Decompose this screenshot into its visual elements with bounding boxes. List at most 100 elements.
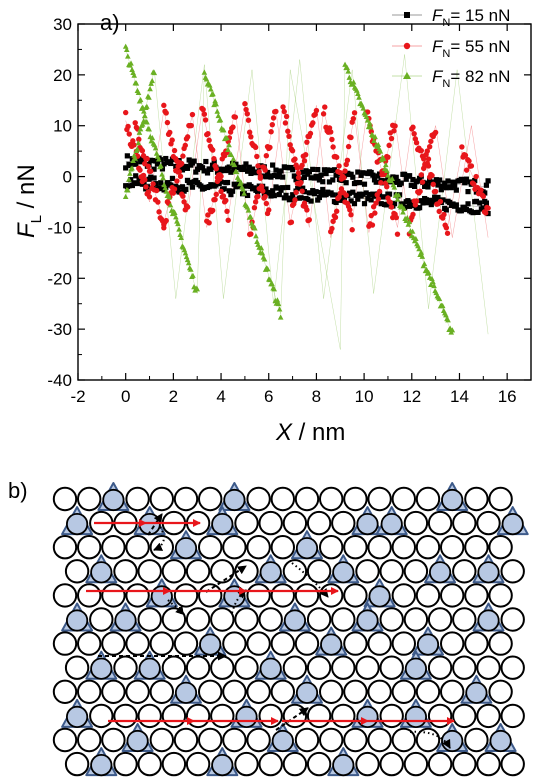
data-point xyxy=(256,185,262,192)
data-point xyxy=(350,174,356,180)
data-point xyxy=(355,169,361,175)
data-point xyxy=(353,192,359,198)
data-point xyxy=(483,182,490,188)
data-point xyxy=(435,194,441,201)
data-point xyxy=(148,174,154,180)
data-point xyxy=(351,110,358,116)
data-point xyxy=(245,207,252,213)
lattice-atom xyxy=(476,751,501,777)
data-point xyxy=(463,206,469,213)
data-point xyxy=(423,151,429,158)
lattice-atom xyxy=(173,486,199,512)
data-point xyxy=(423,180,429,186)
lattice-atom xyxy=(125,583,150,608)
panel-b-lattice: b) xyxy=(8,478,529,777)
lattice-atom xyxy=(488,679,513,704)
data-point xyxy=(180,193,186,199)
lattice-atom-marked xyxy=(416,633,440,656)
lattice-atom-marked xyxy=(356,512,379,536)
data-point xyxy=(271,193,277,199)
data-point xyxy=(380,155,387,162)
lattice-atom-marked xyxy=(138,657,161,680)
data-point xyxy=(395,178,401,185)
data-point xyxy=(226,188,232,194)
data-point xyxy=(483,200,490,206)
data-point xyxy=(321,167,328,173)
lattice-atom xyxy=(113,655,138,680)
y-axis-title-main: F xyxy=(13,222,40,238)
lattice-atom xyxy=(77,679,102,704)
data-point xyxy=(270,188,276,194)
data-point xyxy=(171,209,178,215)
data-point xyxy=(256,169,262,175)
data-point xyxy=(348,171,354,177)
data-point xyxy=(360,105,367,111)
data-point xyxy=(147,85,153,92)
data-point xyxy=(343,192,349,198)
data-point xyxy=(390,122,396,129)
lattice-atom xyxy=(500,655,525,680)
lattice-atom xyxy=(464,727,489,753)
data-point xyxy=(384,153,390,160)
data-point xyxy=(280,104,286,110)
data-point xyxy=(184,165,191,171)
data-point xyxy=(183,136,190,142)
legend-item-55nN: FN= 55 nN xyxy=(392,37,510,60)
data-point xyxy=(415,189,421,195)
data-point xyxy=(268,174,274,180)
lattice-atom xyxy=(306,703,332,729)
data-point xyxy=(262,193,268,200)
data-point xyxy=(122,193,129,200)
lattice-atom-marked xyxy=(477,561,500,584)
data-point xyxy=(304,139,310,145)
data-point xyxy=(283,192,289,199)
x-tick-label: 14 xyxy=(450,387,469,406)
data-point xyxy=(123,165,129,171)
data-point xyxy=(452,182,458,188)
data-point xyxy=(430,199,436,205)
data-point xyxy=(122,43,129,49)
data-point xyxy=(177,231,183,237)
x-tick-label: 12 xyxy=(402,387,421,406)
data-point xyxy=(188,180,194,186)
lattice-atom xyxy=(331,703,356,729)
data-point xyxy=(137,96,144,103)
lattice-atom xyxy=(246,631,271,656)
data-point xyxy=(189,111,196,118)
data-point xyxy=(311,112,317,118)
lattice-atom-marked xyxy=(489,729,512,753)
x-tick-label: 16 xyxy=(498,387,517,406)
lattice-atom xyxy=(282,510,308,536)
data-point xyxy=(200,106,206,113)
lattice-atom xyxy=(452,559,477,584)
data-point xyxy=(155,156,162,162)
lattice-atom xyxy=(294,631,320,656)
data-point xyxy=(470,210,476,216)
data-point xyxy=(146,126,152,132)
data-point xyxy=(267,276,273,283)
lattice-atom xyxy=(185,559,211,584)
lattice-atom xyxy=(306,751,332,777)
data-point xyxy=(360,170,366,176)
data-point xyxy=(230,155,237,162)
lattice-atom-marked xyxy=(102,488,125,512)
data-point xyxy=(349,227,355,233)
data-point xyxy=(342,168,348,174)
data-point xyxy=(420,200,426,206)
data-point xyxy=(394,231,401,237)
lattice-atom xyxy=(101,679,126,704)
data-point xyxy=(270,162,276,168)
data-point xyxy=(330,218,336,225)
data-point xyxy=(368,128,374,135)
data-point xyxy=(183,186,189,192)
lattice-atom xyxy=(355,559,380,584)
data-point xyxy=(471,181,477,187)
data-point xyxy=(171,147,178,154)
data-point xyxy=(433,177,439,183)
data-point xyxy=(383,161,389,168)
lattice-atom xyxy=(452,510,477,536)
data-point xyxy=(473,173,479,180)
data-point xyxy=(295,170,302,176)
data-point xyxy=(208,166,214,172)
data-point xyxy=(214,108,221,114)
